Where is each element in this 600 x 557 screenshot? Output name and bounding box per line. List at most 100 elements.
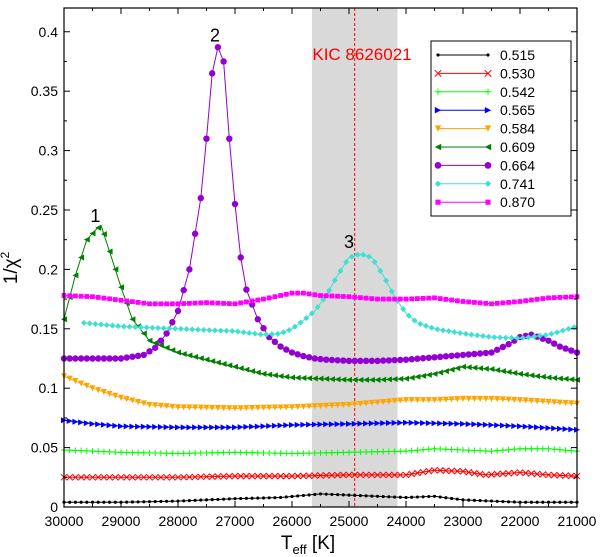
- data-point: [307, 493, 311, 497]
- data-point: [392, 296, 397, 302]
- x-axis-title-main: T: [281, 533, 293, 554]
- data-point: [123, 354, 130, 361]
- data-point: [204, 300, 209, 306]
- data-point: [364, 494, 368, 498]
- data-point: [403, 448, 409, 455]
- data-point: [295, 290, 301, 296]
- data-point: [136, 500, 140, 504]
- data-point: [277, 373, 284, 380]
- data-point: [183, 326, 190, 333]
- data-point: [198, 300, 204, 306]
- data-point: [351, 420, 358, 427]
- data-point: [300, 421, 307, 428]
- legend-label: 0.542: [500, 84, 535, 100]
- data-point: [146, 473, 153, 481]
- data-point: [233, 497, 237, 501]
- data-point: [539, 398, 546, 405]
- data-point: [528, 372, 535, 379]
- data-point: [273, 496, 277, 500]
- data-point: [272, 294, 278, 300]
- data-point: [203, 473, 210, 481]
- legend-entry: 0.609: [434, 139, 535, 155]
- data-point: [322, 472, 330, 479]
- data-point: [118, 297, 124, 303]
- data-point: [517, 445, 523, 452]
- data-point: [197, 194, 204, 202]
- data-point: [380, 448, 387, 455]
- data-point: [256, 496, 260, 500]
- data-point: [397, 375, 404, 382]
- data-point: [329, 293, 335, 299]
- data-point: [271, 472, 279, 480]
- data-point: [140, 449, 147, 456]
- data-point: [426, 295, 432, 301]
- data-point: [334, 471, 341, 479]
- data-point: [431, 420, 438, 427]
- data-point: [108, 500, 112, 504]
- data-point: [517, 397, 523, 404]
- data-point: [189, 326, 196, 333]
- data-point: [89, 230, 96, 237]
- data-point: [301, 493, 305, 498]
- data-point: [482, 395, 489, 402]
- data-point: [556, 425, 563, 432]
- data-point: [209, 404, 216, 411]
- data-point: [290, 494, 294, 499]
- x-axis-title: Teff [K]: [281, 533, 335, 557]
- data-point: [457, 330, 464, 337]
- data-point: [135, 449, 142, 456]
- data-point: [164, 301, 169, 307]
- data-point: [375, 494, 380, 498]
- data-point: [254, 423, 261, 430]
- data-point: [465, 395, 472, 402]
- data-point: [66, 447, 73, 454]
- data-point: [112, 355, 119, 362]
- legend-marker: [486, 53, 490, 57]
- data-point: [303, 315, 310, 322]
- data-point: [417, 320, 424, 327]
- data-point: [352, 294, 358, 300]
- data-point: [146, 401, 153, 408]
- data-point: [288, 472, 296, 480]
- data-point: [289, 404, 295, 411]
- data-point: [226, 449, 233, 456]
- data-point: [170, 499, 174, 503]
- data-point: [95, 448, 102, 455]
- data-point: [531, 333, 538, 340]
- data-point: [317, 355, 324, 363]
- data-point: [539, 373, 546, 380]
- data-point: [546, 500, 551, 504]
- y-tick-label: 0.35: [31, 83, 58, 99]
- data-point: [402, 356, 410, 363]
- data-point: [545, 471, 552, 479]
- data-point: [254, 404, 261, 411]
- data-point: [216, 497, 220, 501]
- data-point: [209, 300, 215, 306]
- data-point: [466, 299, 472, 305]
- data-point: [300, 472, 307, 480]
- data-point: [123, 449, 130, 456]
- data-point: [397, 397, 404, 404]
- data-point: [149, 324, 156, 331]
- data-point: [147, 301, 152, 307]
- data-point: [317, 403, 324, 410]
- data-point: [220, 449, 227, 456]
- data-point: [460, 363, 466, 370]
- data-point: [129, 449, 136, 456]
- y-tick-label: 0.15: [31, 321, 58, 337]
- legend-label: 0.584: [500, 121, 535, 137]
- data-point: [277, 343, 284, 350]
- data-point: [237, 424, 244, 431]
- data-point: [477, 365, 484, 372]
- data-point: [237, 472, 245, 480]
- data-point: [112, 266, 119, 273]
- data-point: [305, 472, 313, 480]
- data-point: [522, 469, 530, 477]
- data-point: [135, 423, 142, 430]
- y-tick-label: 0.4: [39, 24, 59, 40]
- data-point: [311, 355, 318, 362]
- data-point: [369, 296, 375, 302]
- data-point: [157, 450, 164, 457]
- data-point: [507, 500, 511, 504]
- data-point: [73, 293, 78, 299]
